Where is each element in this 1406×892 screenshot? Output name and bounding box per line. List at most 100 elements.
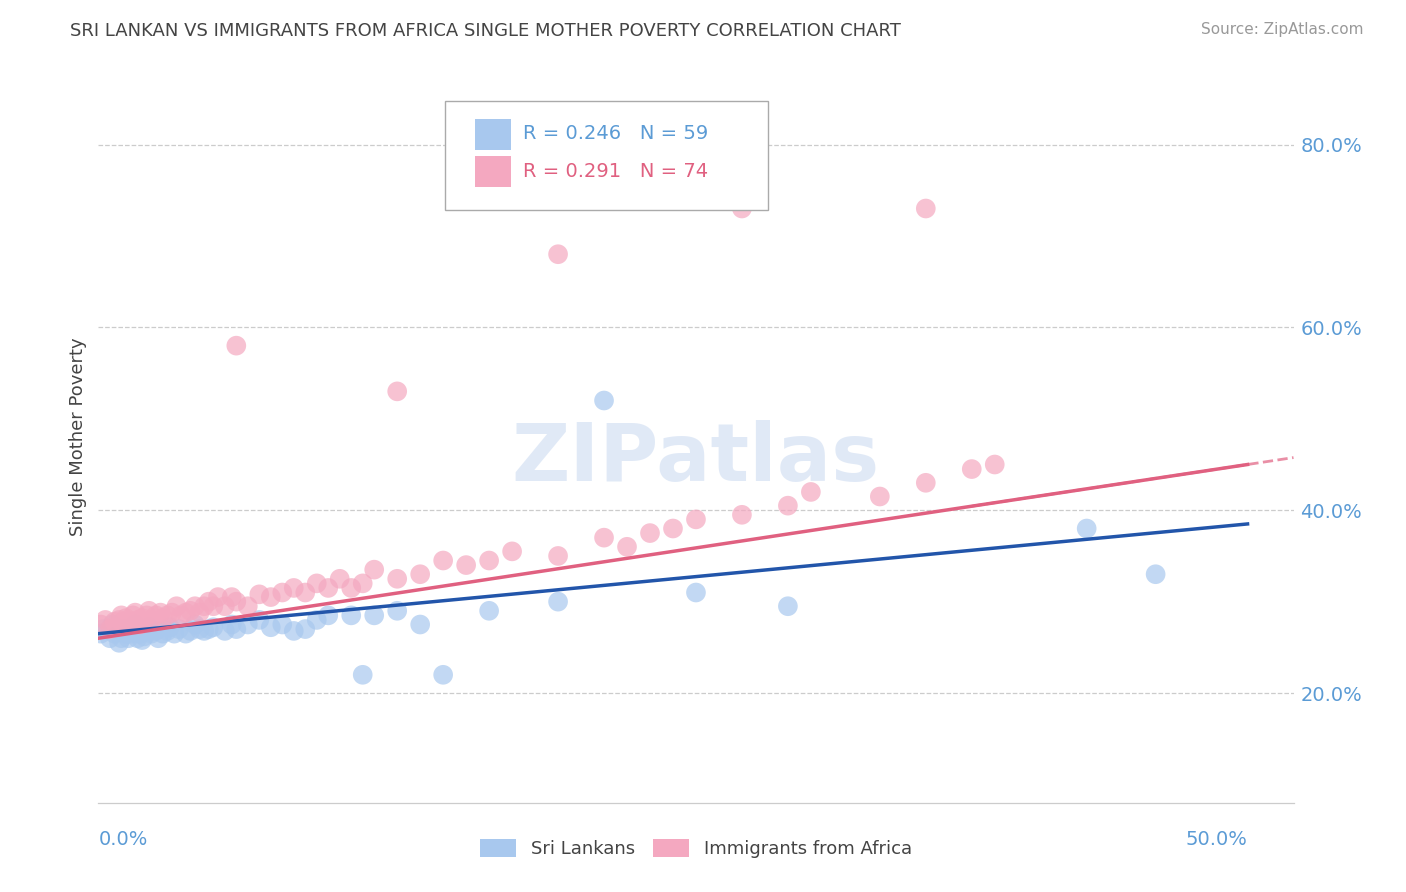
Text: ZIPatlas: ZIPatlas — [512, 420, 880, 498]
Point — [188, 606, 211, 620]
Point — [135, 608, 157, 623]
Point — [110, 608, 132, 623]
Point — [127, 613, 149, 627]
Point — [124, 606, 146, 620]
Point — [110, 632, 132, 646]
Point — [247, 587, 270, 601]
Point — [547, 594, 569, 608]
Point — [174, 626, 197, 640]
Point — [108, 636, 131, 650]
Point — [225, 594, 247, 608]
Point — [685, 585, 707, 599]
Point — [197, 622, 219, 636]
Point — [305, 613, 328, 627]
Point — [456, 558, 478, 573]
Point — [124, 617, 146, 632]
FancyBboxPatch shape — [446, 101, 768, 211]
Point — [90, 626, 112, 640]
Point — [166, 599, 188, 614]
Point — [91, 622, 114, 636]
Point — [221, 590, 243, 604]
Point — [202, 599, 225, 614]
Point — [340, 608, 363, 623]
Point — [478, 553, 501, 567]
Point — [120, 615, 142, 629]
Point — [156, 608, 179, 623]
Text: SRI LANKAN VS IMMIGRANTS FROM AFRICA SINGLE MOTHER POVERTY CORRELATION CHART: SRI LANKAN VS IMMIGRANTS FROM AFRICA SIN… — [70, 22, 901, 40]
Text: 50.0%: 50.0% — [1185, 830, 1247, 849]
Point — [149, 606, 172, 620]
Point — [159, 620, 181, 634]
Point — [145, 608, 167, 623]
Point — [260, 590, 283, 604]
Point — [776, 499, 799, 513]
Point — [1076, 521, 1098, 535]
Point — [731, 508, 754, 522]
Point — [117, 617, 139, 632]
Point — [363, 608, 385, 623]
Point — [128, 617, 150, 632]
Point — [152, 626, 174, 640]
Point — [115, 611, 138, 625]
Point — [98, 622, 121, 636]
Point — [138, 620, 160, 634]
Point — [478, 604, 501, 618]
Point — [120, 626, 142, 640]
Point — [160, 606, 183, 620]
Point — [914, 202, 936, 216]
Point — [294, 585, 316, 599]
Point — [409, 567, 432, 582]
Point — [236, 599, 259, 614]
Point — [409, 617, 432, 632]
Point — [148, 632, 170, 646]
Point — [184, 599, 207, 614]
Point — [547, 549, 569, 563]
Text: 0.0%: 0.0% — [98, 830, 148, 849]
Point — [271, 585, 294, 599]
Point — [105, 622, 128, 636]
Point — [152, 611, 174, 625]
Point — [128, 626, 150, 640]
Point — [202, 620, 225, 634]
Point — [134, 629, 156, 643]
Point — [662, 521, 685, 535]
Point — [305, 576, 328, 591]
Point — [776, 599, 799, 614]
Point — [316, 581, 339, 595]
Point — [112, 622, 135, 636]
Point — [501, 544, 523, 558]
Point — [352, 576, 374, 591]
Point — [329, 572, 352, 586]
Point — [247, 613, 270, 627]
Point — [179, 624, 201, 638]
Point — [685, 512, 707, 526]
FancyBboxPatch shape — [475, 156, 510, 187]
Point — [122, 622, 145, 636]
Point — [869, 490, 891, 504]
Point — [593, 531, 616, 545]
Point — [98, 632, 121, 646]
Point — [638, 526, 661, 541]
Point — [214, 599, 236, 614]
Text: Source: ZipAtlas.com: Source: ZipAtlas.com — [1201, 22, 1364, 37]
Point — [294, 622, 316, 636]
Point — [163, 626, 186, 640]
Point — [101, 617, 124, 632]
Point — [138, 604, 160, 618]
Point — [385, 604, 409, 618]
Point — [593, 393, 616, 408]
Point — [432, 667, 454, 681]
Point — [193, 624, 215, 638]
Point — [108, 613, 131, 627]
Point — [135, 624, 157, 638]
Point — [134, 615, 156, 629]
Point — [731, 202, 754, 216]
Point — [207, 590, 229, 604]
Point — [167, 622, 190, 636]
Point — [1144, 567, 1167, 582]
Point — [193, 599, 215, 614]
Point — [131, 633, 153, 648]
Point — [174, 606, 197, 620]
Point — [914, 475, 936, 490]
Point — [225, 339, 247, 353]
